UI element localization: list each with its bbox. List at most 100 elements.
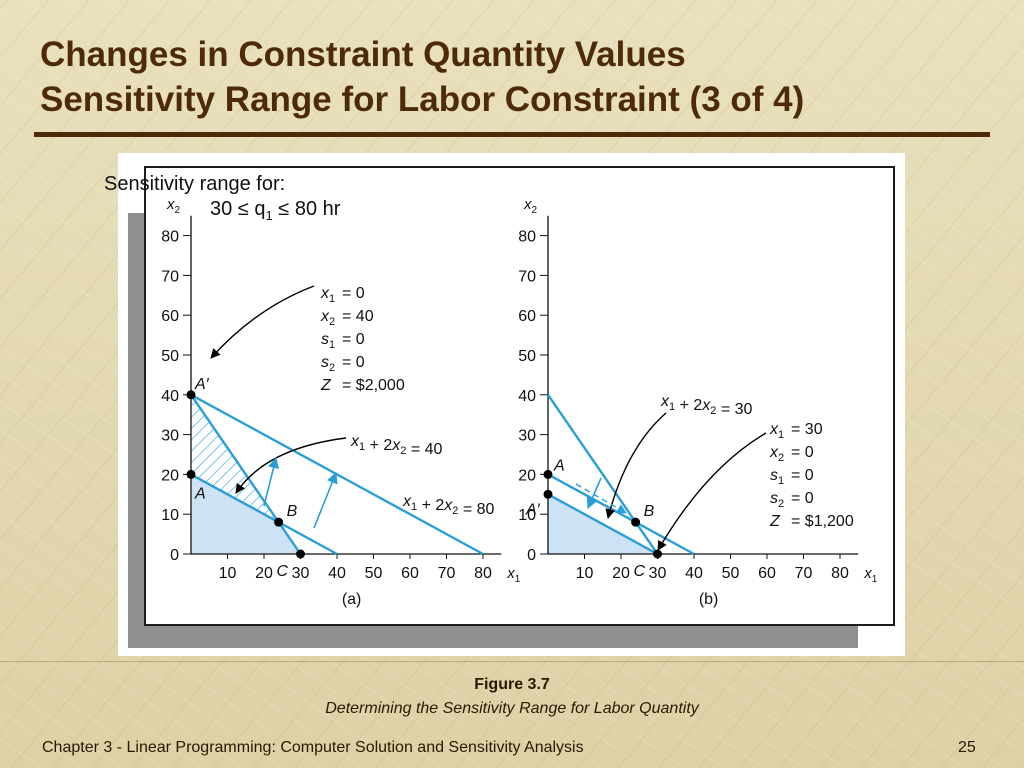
y-tick-label: 60 (518, 308, 536, 325)
figure-card: 10 20 30 40 50 60 70 80 0 10 20 30 40 50 60 70 80 x2 x1 (a)… (118, 153, 905, 656)
annotation-arrow (235, 437, 347, 494)
solution-value: = 0 (791, 467, 814, 484)
solution-var: Z (769, 513, 781, 530)
solution-value: = 40 (342, 308, 374, 325)
solution-var: x1 (320, 285, 335, 305)
solution-value: = 0 (342, 285, 365, 302)
solution-var: x2 (320, 308, 335, 328)
y-tick-label: 40 (518, 388, 536, 405)
point-label: A (553, 457, 565, 474)
solution-value: = 30 (791, 421, 823, 438)
x-tick-label: 70 (438, 565, 456, 582)
y-tick-label: 30 (161, 428, 179, 445)
corner-point (296, 549, 305, 559)
solution-value: = 0 (791, 444, 814, 461)
x-tick-label: 20 (612, 565, 630, 582)
range-low: 30 (210, 198, 233, 220)
title-divider (34, 132, 990, 137)
slide-title: Changes in Constraint Quantity Values Se… (40, 32, 804, 122)
constraint-line (547, 493, 659, 556)
range-symbol-2: ≤ (278, 198, 290, 220)
solution-var: Z (320, 377, 332, 394)
sensitivity-range-label: Sensitivity range for: (104, 173, 286, 195)
shift-arrow (586, 477, 602, 510)
footer-divider (0, 661, 1024, 662)
range-symbol-1: ≤ (237, 198, 249, 220)
graph-panel-a: 10 20 30 40 50 60 70 80 0 10 20 30 40 50 60 70 80 x2 x1 (a)… (161, 196, 521, 608)
range-var: q (254, 198, 266, 220)
point-label: B (287, 503, 298, 520)
constraint-line (547, 473, 695, 556)
graph-panel-b: 10 20 30 40 50 60 70 80 0 10 20 30 40 50 60 70 80 x2 x1 (b)… (518, 196, 878, 608)
sensitivity-range-inequality: 30 ≤ q1 ≤ 80 hr (210, 197, 340, 228)
corner-point (653, 549, 662, 559)
annotation-arrow (210, 285, 315, 359)
x-tick-label: 30 (649, 565, 667, 582)
y-tick-label: 20 (161, 467, 179, 484)
point-label: B (644, 503, 655, 520)
y-tick-label: 70 (161, 268, 179, 285)
y-tick-label: 50 (518, 348, 536, 365)
solution-var: x1 (769, 421, 784, 441)
x-tick-label: 60 (401, 565, 419, 582)
page-number: 25 (958, 739, 976, 756)
x-tick-label: 80 (831, 565, 849, 582)
y-tick-label: 30 (518, 428, 536, 445)
title-line-2: Sensitivity Range for Labor Constraint (… (40, 80, 805, 119)
footer-chapter-text: Chapter 3 - Linear Programming: Computer… (42, 739, 584, 756)
y-tick-label: 40 (161, 388, 179, 405)
corner-point (543, 489, 553, 499)
x-tick-label: 80 (474, 565, 492, 582)
panel-label: (a) (342, 591, 362, 608)
x-tick-label: 40 (328, 565, 346, 582)
x-tick-label: 50 (722, 565, 740, 582)
corner-point (631, 517, 641, 527)
constraint-line (190, 473, 338, 556)
x-tick-label: 30 (292, 565, 310, 582)
corner-point (543, 469, 553, 479)
point-label: C (634, 563, 646, 580)
solution-var: s1 (770, 467, 784, 487)
solution-value: = 0 (342, 354, 365, 371)
y-tick-label: 80 (161, 229, 179, 246)
corner-point (274, 517, 284, 527)
x-tick-label: 70 (795, 565, 813, 582)
figure-graphs: 10 20 30 40 50 60 70 8001020304050607080x2x1(a)… (161, 196, 878, 608)
y-tick-label: 20 (518, 467, 536, 484)
annotation-arrow (605, 412, 667, 519)
y-tick-label: 0 (527, 547, 536, 564)
line-label: x1 + 2x2 = 80 (402, 493, 495, 518)
x-axis-label: x1 (506, 565, 521, 585)
figure-number: Figure 3.7 (474, 676, 550, 693)
solution-var: s2 (321, 354, 335, 374)
y-tick-label: 0 (170, 547, 179, 564)
solution-value: = $1,200 (791, 513, 854, 530)
solution-var: s1 (321, 331, 335, 351)
figure-caption: Determining the Sensitivity Range for La… (325, 700, 699, 717)
feasible-region (191, 474, 301, 554)
solution-var: x2 (769, 444, 784, 464)
figure-frame: 10 20 30 40 50 60 70 80 0 10 20 30 40 50 60 70 80 x2 x1 (a)… (144, 166, 895, 626)
shift-arrow (263, 456, 279, 507)
y-axis-label: x2 (523, 196, 538, 216)
y-tick-label: 10 (518, 507, 536, 524)
range-var-sub: 1 (265, 208, 273, 223)
constraint-line (547, 394, 659, 555)
y-tick-label: 60 (161, 308, 179, 325)
point-label: A′ (525, 501, 541, 518)
x-axis-label: x1 (863, 565, 878, 585)
x-tick-label: 40 (685, 565, 703, 582)
range-unit: hr (322, 198, 341, 220)
line-label: x1 + 2x2 = 30 (660, 393, 753, 418)
x-tick-label: 50 (365, 565, 383, 582)
x-tick-label: 20 (255, 565, 273, 582)
panel-label: (b) (699, 591, 719, 608)
shift-arrow (313, 471, 338, 529)
point-label: C (277, 563, 289, 580)
title-line-1: Changes in Constraint Quantity Values (40, 35, 686, 74)
solution-value: = $2,000 (342, 377, 405, 394)
solution-value: = 0 (342, 331, 365, 348)
annotation-arrow (657, 432, 767, 551)
x-tick-label: 60 (758, 565, 776, 582)
line-label: x1 + 2x2 = 40 (350, 433, 443, 458)
